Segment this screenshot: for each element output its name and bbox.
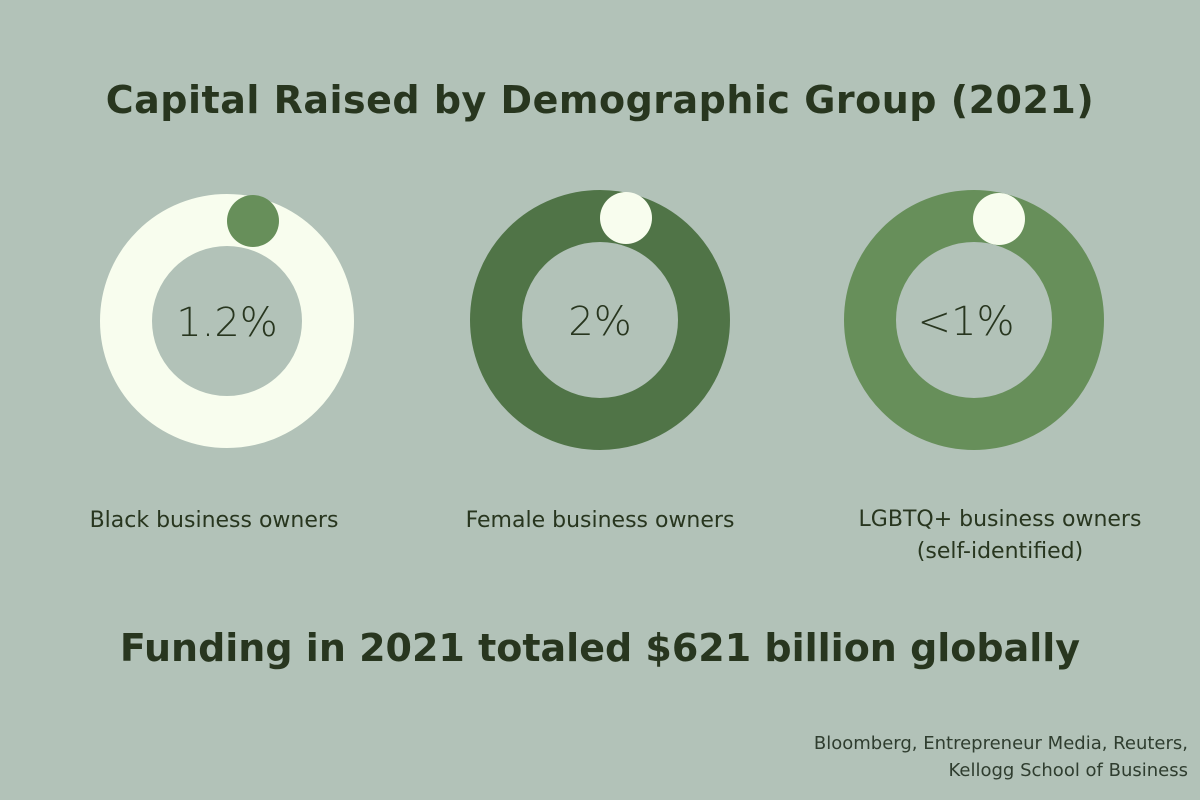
source-line-1: Bloomberg, Entrepreneur Media, Reuters, <box>813 733 1188 754</box>
donut-marker-black <box>227 195 279 247</box>
legend-label-female-text: Female business owners <box>465 508 735 533</box>
donut-value-black: 1.2% <box>176 300 278 346</box>
donut-lgbtq-business-owners: <1% <box>844 190 1104 450</box>
donut-black-business-owners: 1.2% <box>100 194 354 448</box>
chart-title: Capital Raised by Demographic Group (202… <box>105 78 1095 122</box>
donut-value-lgbtq: <1% <box>918 299 1015 345</box>
funding-headline: Funding in 2021 totaled $621 billion glo… <box>119 626 1081 670</box>
legend-label-lgbtq: LGBTQ+ business owners (self-identified) <box>820 504 1180 568</box>
legend-label-female: Female business owners <box>420 505 780 537</box>
legend-label-lgbtq-subtext: (self-identified) <box>916 539 1084 564</box>
legend-label-lgbtq-text: LGBTQ+ business owners <box>858 507 1142 532</box>
donut-ring-black <box>100 194 354 448</box>
source-attribution: Bloomberg, Entrepreneur Media, Reuters, … <box>814 730 1188 784</box>
legend-label-black-text: Black business owners <box>89 508 339 533</box>
source-line-2: Kellogg School of Business <box>948 760 1189 781</box>
donut-marker-female <box>600 192 652 244</box>
donut-value-female: 2% <box>568 299 631 345</box>
legend-label-black: Black business owners <box>34 505 394 537</box>
donut-female-business-owners: 2% <box>470 190 730 450</box>
donut-marker-lgbtq <box>973 193 1025 245</box>
donut-ring-female <box>470 190 730 450</box>
